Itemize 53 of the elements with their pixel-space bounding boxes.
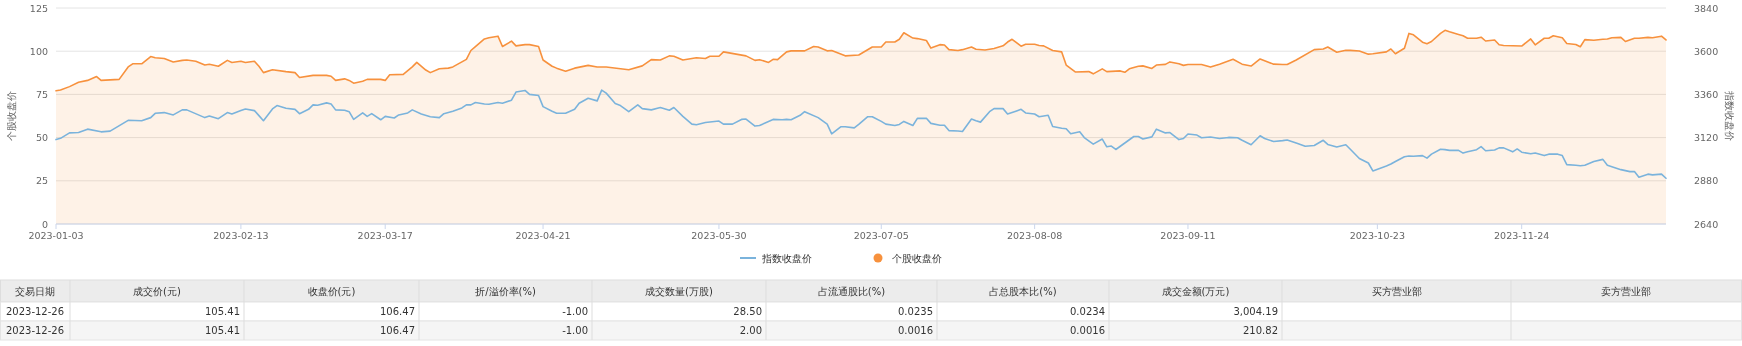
x-tick-label: 2023-10-23 (1349, 230, 1405, 241)
y-tick-label: 100 (29, 45, 48, 57)
text: -1.00 (562, 325, 588, 336)
y-tick-label: 25 (35, 175, 48, 187)
x-tick-label: 2023-01-03 (28, 230, 84, 241)
text: -1.00 (562, 306, 588, 317)
x-tick-label: 2023-11-24 (1494, 230, 1550, 241)
x-tick-label: 2023-04-21 (515, 230, 571, 241)
text: 28.50 (733, 306, 762, 317)
category-label: 占总股本比(%) (989, 286, 1057, 297)
y2-tick-label: 3600 (1694, 45, 1719, 57)
text: 2023-12-26 (5, 325, 65, 336)
y-tick-label: 75 (35, 88, 48, 100)
x-tick-label: 2023-09-11 (1160, 230, 1216, 241)
x-tick-label: 2023-02-13 (213, 230, 269, 241)
y2-tick-label: 2880 (1694, 175, 1719, 187)
legend-label: 个股收盘价 (892, 252, 942, 264)
y2-tick-label: 3840 (1694, 2, 1719, 14)
category-label: 成交数量(万股) (645, 286, 713, 297)
text: 3,004.19 (1233, 306, 1278, 317)
y-tick-label: 0 (41, 218, 48, 230)
text: 0.0016 (1070, 325, 1105, 336)
y2-tick-label: 3360 (1694, 88, 1719, 100)
category-label: 折/溢价率(%) (475, 286, 536, 297)
category-label: 成交金额(万元) (1161, 286, 1230, 297)
text: 2.00 (739, 325, 762, 336)
y-tick-label: 50 (35, 132, 48, 144)
y2-tick-label: 2640 (1694, 218, 1719, 230)
text: 0.0016 (898, 325, 933, 336)
text: 106.47 (380, 325, 415, 336)
category-label: 卖方营业部 (1601, 286, 1651, 297)
text: 0.0235 (898, 306, 933, 317)
text: 2023-12-26 (5, 306, 65, 317)
legend-label: 指数收盘价 (761, 252, 812, 264)
y2-tick-label: 3120 (1694, 132, 1719, 144)
y2-axis-title: 指数收盘价 (1724, 90, 1735, 141)
x-tick-label: 2023-07-05 (853, 230, 909, 241)
category-label: 买方营业部 (1371, 286, 1422, 297)
x-tick-label: 2023-05-30 (691, 230, 747, 241)
text: 0.0234 (1070, 306, 1105, 317)
text: 105.41 (205, 325, 240, 336)
x-tick-label: 2023-08-08 (1007, 230, 1063, 241)
text: 106.47 (380, 306, 415, 317)
category-label: 交易日期 (15, 286, 55, 297)
line-series (55, 89, 1667, 180)
category-label: 成交价(元) (133, 286, 181, 297)
x-tick-label: 2023-03-17 (357, 230, 413, 241)
category-label: 收盘价(元) (307, 286, 356, 297)
text: 210.82 (1243, 325, 1278, 336)
y-axis-title: 个股收盘价 (6, 91, 17, 141)
category-label: 占流通股比(%) (817, 286, 886, 297)
y-tick-label: 125 (29, 2, 48, 14)
text: 105.41 (205, 306, 240, 317)
